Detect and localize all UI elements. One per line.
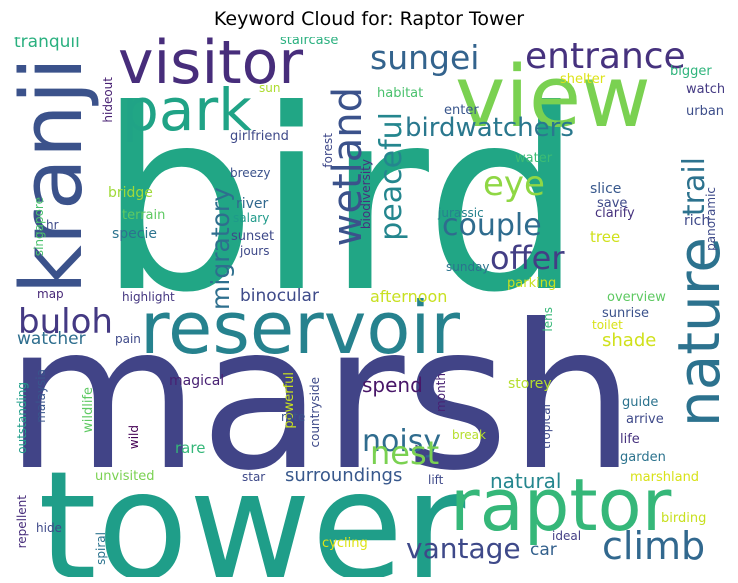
word-hideout: hideout bbox=[101, 77, 115, 123]
word-arrive: arrive bbox=[626, 412, 664, 427]
word-malaysia: malaysia bbox=[34, 369, 48, 423]
word-singapore: singapore bbox=[32, 197, 46, 257]
word-climb: climb bbox=[602, 524, 706, 568]
word-sun: sun bbox=[259, 81, 281, 95]
word-vantage: vantage bbox=[406, 532, 521, 565]
word-migratory: migratory bbox=[206, 187, 235, 310]
word-pain: pain bbox=[115, 332, 141, 346]
word-sunrise: sunrise bbox=[602, 306, 649, 321]
word-terrain: terrain bbox=[122, 208, 166, 223]
word-nest: nest bbox=[370, 434, 440, 472]
word-noisy: noisy bbox=[362, 424, 442, 459]
word-tranquil: tranquil bbox=[14, 37, 80, 52]
word-rich: rich bbox=[684, 213, 711, 229]
word-hr: hr bbox=[46, 218, 59, 232]
word-spiral: spiral bbox=[94, 532, 108, 565]
word-binocular: binocular bbox=[240, 286, 319, 306]
word-nature: nature bbox=[665, 237, 728, 428]
word-reservoir: reservoir bbox=[140, 286, 460, 370]
word-forest: forest bbox=[321, 133, 335, 168]
word-afternoon: afternoon bbox=[370, 287, 448, 306]
word-couple: couple bbox=[442, 208, 542, 243]
word-bridge: bridge bbox=[108, 185, 153, 201]
word-wild: wild bbox=[127, 425, 141, 450]
word-highlight: highlight bbox=[122, 290, 175, 304]
word-buloh: buloh bbox=[18, 302, 113, 342]
word-magical: magical bbox=[169, 373, 225, 389]
word-staircase: staircase bbox=[280, 37, 339, 48]
word-wildlife: wildlife bbox=[81, 387, 96, 433]
word-map: map bbox=[37, 287, 64, 301]
word-jurassic: jurassic bbox=[438, 206, 484, 220]
word-watcher: watcher bbox=[17, 329, 86, 349]
word-repellent: repellent bbox=[15, 495, 29, 549]
word-girlfriend: girlfriend bbox=[230, 129, 289, 144]
word-rate: rate bbox=[281, 410, 306, 424]
word-unvisited: unvisited bbox=[95, 469, 155, 484]
word-life: life bbox=[620, 432, 640, 447]
word-toilet: toilet bbox=[592, 318, 623, 332]
word-peaceful: peaceful bbox=[374, 112, 409, 241]
word-lens: lens bbox=[541, 307, 555, 332]
word-outstanding: outstanding bbox=[15, 382, 29, 454]
word-entrance: entrance bbox=[525, 37, 686, 77]
word-storey: storey bbox=[508, 376, 552, 392]
word-rare: rare bbox=[175, 439, 206, 457]
word-birding: birding bbox=[661, 511, 707, 526]
word-overview: overview bbox=[607, 290, 666, 305]
word-breezy: breezy bbox=[230, 166, 271, 180]
word-ideal: ideal bbox=[552, 529, 582, 543]
word-marshland: marshland bbox=[630, 470, 700, 485]
word-habitat: habitat bbox=[377, 86, 424, 101]
word-guide: guide bbox=[622, 395, 659, 410]
word-clarify: clarify bbox=[595, 206, 635, 221]
word-marsh: marsh bbox=[10, 282, 636, 515]
word-panoramic: panoramic bbox=[704, 187, 718, 251]
word-natural: natural bbox=[490, 469, 562, 493]
word-sunset: sunset bbox=[231, 229, 275, 244]
chart-title: Keyword Cloud for: Raptor Tower bbox=[213, 8, 525, 30]
word-jours: jours bbox=[240, 244, 270, 258]
word-salary: salary bbox=[233, 211, 270, 225]
word-raptor: raptor bbox=[450, 463, 672, 547]
word-sunday: sunday bbox=[446, 260, 490, 274]
word-specie: specie bbox=[112, 226, 157, 242]
word-kranji: kranji bbox=[10, 57, 102, 295]
word-month: month bbox=[434, 373, 448, 412]
word-garden: garden bbox=[620, 450, 666, 465]
word-offer: offer bbox=[490, 239, 565, 277]
word-car: car bbox=[530, 540, 557, 560]
word-star: star bbox=[242, 470, 266, 484]
word-watch: watch bbox=[686, 82, 726, 97]
word-cloud: bird marsh tower reservoir view visitor kranji… bbox=[10, 37, 728, 577]
word-birdwatchers: birdwatchers bbox=[405, 113, 574, 143]
word-break: break bbox=[452, 428, 486, 442]
word-tree: tree bbox=[590, 228, 621, 246]
word-shelter: shelter bbox=[560, 72, 606, 87]
word-surroundings: surroundings bbox=[285, 465, 403, 486]
word-urban: urban bbox=[686, 104, 725, 119]
word-enter: enter bbox=[444, 103, 479, 118]
word-lift: lift bbox=[428, 473, 444, 487]
word-parking: parking bbox=[507, 276, 557, 291]
word-hide: hide bbox=[36, 521, 62, 535]
word-eye: eye bbox=[483, 164, 545, 204]
word-tropical: tropical bbox=[539, 404, 553, 449]
word-park: park bbox=[122, 76, 252, 144]
word-countryside: countryside bbox=[308, 377, 322, 448]
word-shade: shade bbox=[602, 330, 657, 351]
word-save: save bbox=[597, 196, 628, 211]
word-cycling: cycling bbox=[322, 536, 368, 551]
word-visitor: visitor bbox=[118, 37, 304, 98]
word-sungei: sungei bbox=[370, 38, 480, 77]
word-view: view bbox=[455, 48, 651, 147]
word-water: water bbox=[515, 151, 553, 166]
word-bigger: bigger bbox=[670, 64, 712, 79]
word-tower: tower bbox=[38, 440, 466, 577]
word-biodiversity: biodiversity bbox=[359, 159, 373, 230]
word-spend: spend bbox=[362, 373, 423, 397]
word-slice: slice bbox=[590, 181, 622, 197]
word-bird: bird bbox=[98, 56, 584, 347]
word-river: river bbox=[236, 196, 269, 212]
